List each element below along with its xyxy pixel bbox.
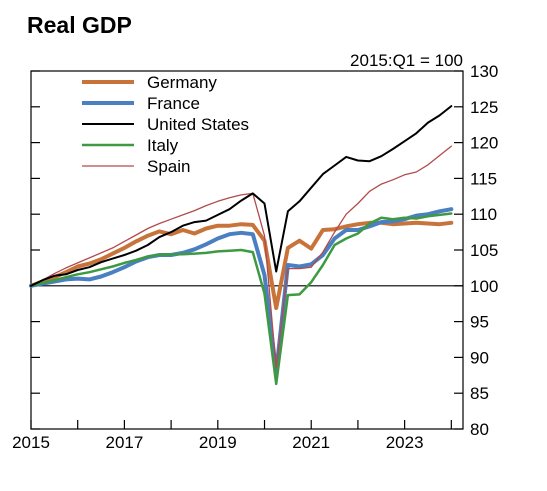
series-line-france: [29, 207, 454, 374]
series-line-spain: [30, 145, 452, 369]
x-tick-label: 2019: [199, 433, 237, 452]
legend-label-united-states: United States: [147, 115, 249, 134]
x-tick-label: 2015: [12, 433, 50, 452]
legend-label-italy: Italy: [147, 136, 179, 155]
legend-label-spain: Spain: [147, 157, 190, 176]
chart-title: Real GDP: [27, 12, 132, 38]
series-layer: [29, 105, 454, 386]
y-tick-label: 115: [470, 169, 497, 188]
x-tick-label: 2017: [105, 433, 143, 452]
legend-label-germany: Germany: [147, 73, 217, 92]
y-tick-label: 85: [470, 384, 489, 403]
y-tick-label: 80: [470, 420, 489, 439]
y-tick-label: 100: [470, 277, 498, 296]
series-line-italy: [29, 212, 453, 386]
y-tick-label: 125: [470, 98, 498, 117]
y-tick-label: 95: [470, 313, 489, 332]
plot-axes: 80 85 90 95 100 105 110 115 120 125 130 2015 2017 201…: [12, 62, 498, 452]
y-tick-label: 105: [470, 241, 498, 260]
index-note: 2015:Q1 = 100: [350, 51, 463, 70]
legend: Germany France United States Italy Spain: [82, 73, 249, 176]
x-tick-label: 2021: [292, 433, 330, 452]
series-line-united-states: [30, 105, 453, 287]
y-tick-label: 130: [470, 62, 498, 81]
x-tick-label: 2023: [386, 433, 424, 452]
legend-label-france: France: [147, 94, 200, 113]
y-tick-label: 120: [470, 134, 498, 153]
y-tick-label: 90: [470, 348, 489, 367]
y-tick-label: 110: [470, 205, 497, 224]
